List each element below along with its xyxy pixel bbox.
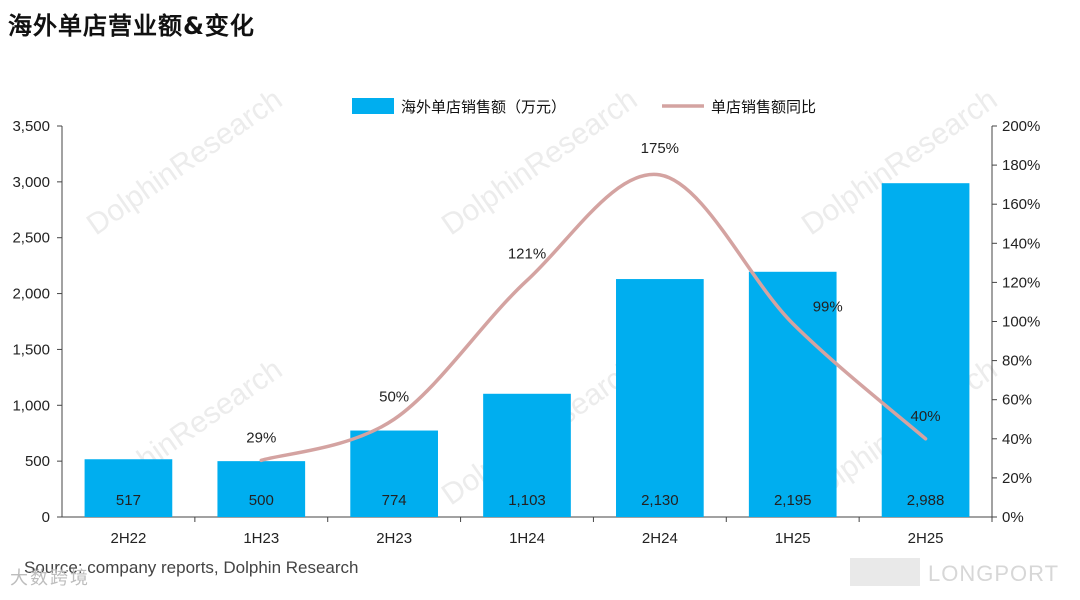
y-left-tick-label: 500 <box>25 453 50 470</box>
y-left-tick-label: 1,500 <box>12 341 50 358</box>
y-right-tick-label: 60% <box>1002 392 1032 409</box>
y-right-tick-label: 80% <box>1002 353 1032 370</box>
x-tick-label: 2H25 <box>908 530 944 547</box>
bar <box>84 459 173 517</box>
y-right-tick-label: 140% <box>1002 235 1040 252</box>
bar <box>616 279 704 517</box>
bar-value-label: 500 <box>249 492 274 509</box>
yoy-line <box>259 172 928 463</box>
axes-layer: 0 500 1,000 1,500 2,000 2,500 3,000 3,500 0% 20% 4… <box>12 118 1040 547</box>
y-right-tick-label: 180% <box>1002 157 1040 174</box>
y-left-tick-label: 2,000 <box>12 286 50 303</box>
y-right-tick-label: 160% <box>1002 196 1040 213</box>
legend: 海外单店销售额（万元） 单店销售额同比 <box>352 98 816 116</box>
bar <box>748 271 837 517</box>
x-tick-label: 2H22 <box>110 530 146 547</box>
bar <box>217 461 306 517</box>
legend-label-bar: 海外单店销售额（万元） <box>401 98 566 116</box>
bar-value-label: 774 <box>382 492 407 509</box>
watermark-logo-box <box>850 558 920 586</box>
line-value-label: 40% <box>911 408 941 425</box>
y-left-tick-label: 0 <box>42 509 50 526</box>
x-tick-label: 2H24 <box>642 530 678 547</box>
source-note: Source: company reports, Dolphin Researc… <box>24 558 359 577</box>
y-right-tick-label: 20% <box>1002 470 1032 487</box>
line-value-label: 50% <box>379 388 409 405</box>
bar-value-label: 2,130 <box>641 492 679 509</box>
line-value-label: 29% <box>246 429 276 446</box>
y-right-tick-label: 120% <box>1002 274 1040 291</box>
x-tick-label: 2H23 <box>376 530 412 547</box>
watermark-bottom-right: LONGPORT <box>928 561 1060 586</box>
bar <box>483 393 571 517</box>
watermark-bottom-left: 大数跨境 <box>10 568 90 589</box>
y-right-tick-label: 100% <box>1002 314 1040 331</box>
watermark-text: DolphinResearch <box>81 83 288 242</box>
y-right-tick-label: 200% <box>1002 118 1040 135</box>
line-value-label: 99% <box>813 298 843 315</box>
bar-value-label: 2,195 <box>774 492 812 509</box>
bar-value-label: 517 <box>116 492 141 509</box>
x-tick-label: 1H23 <box>243 530 279 547</box>
legend-swatch-bar <box>352 98 394 114</box>
y-left-tick-label: 3,000 <box>12 174 50 191</box>
y-left-tick-label: 2,500 <box>12 230 50 247</box>
y-right-tick-label: 0% <box>1002 509 1024 526</box>
bar <box>881 183 970 518</box>
x-tick-label: 1H24 <box>509 530 545 547</box>
line-layer <box>259 172 928 463</box>
x-tick-label: 1H25 <box>775 530 811 547</box>
legend-label-line: 单店销售额同比 <box>711 98 816 116</box>
bar-value-label: 1,103 <box>508 492 546 509</box>
y-left-tick-label: 3,500 <box>12 118 50 135</box>
bar <box>350 430 438 517</box>
line-value-label: 175% <box>641 140 679 157</box>
labels-layer: 517 500 774 1,103 2,130 2,195 2,988 29% 50% 121% 1… <box>116 140 944 509</box>
y-left-tick-label: 1,000 <box>12 397 50 414</box>
y-right-tick-label: 40% <box>1002 431 1032 448</box>
line-value-label: 121% <box>508 245 546 262</box>
page-title: 海外单店营业额&变化 <box>8 12 255 40</box>
bar-value-label: 2,988 <box>907 492 945 509</box>
bars-layer <box>84 183 970 518</box>
